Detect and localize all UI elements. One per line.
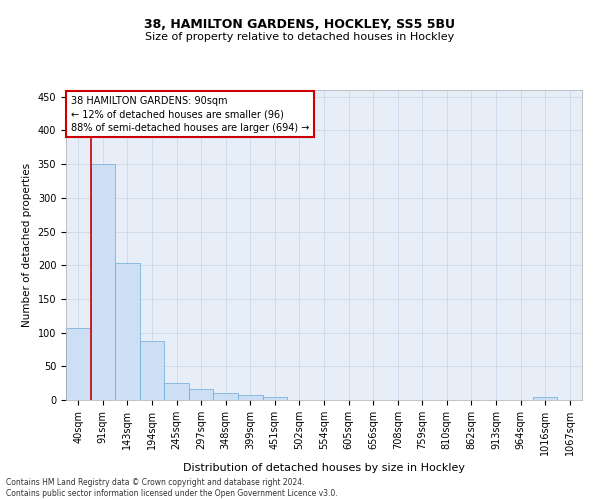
Bar <box>91 164 115 400</box>
Bar <box>533 396 557 400</box>
Bar <box>140 340 164 400</box>
Bar <box>189 388 214 400</box>
Text: Contains HM Land Registry data © Crown copyright and database right 2024.
Contai: Contains HM Land Registry data © Crown c… <box>6 478 338 498</box>
Y-axis label: Number of detached properties: Number of detached properties <box>22 163 32 327</box>
Bar <box>115 262 140 400</box>
Text: 38 HAMILTON GARDENS: 90sqm
← 12% of detached houses are smaller (96)
88% of semi: 38 HAMILTON GARDENS: 90sqm ← 12% of deta… <box>71 96 310 132</box>
X-axis label: Distribution of detached houses by size in Hockley: Distribution of detached houses by size … <box>183 464 465 473</box>
Bar <box>214 394 238 400</box>
Bar <box>66 328 91 400</box>
Bar <box>164 383 189 400</box>
Text: 38, HAMILTON GARDENS, HOCKLEY, SS5 5BU: 38, HAMILTON GARDENS, HOCKLEY, SS5 5BU <box>145 18 455 30</box>
Text: Size of property relative to detached houses in Hockley: Size of property relative to detached ho… <box>145 32 455 42</box>
Bar <box>263 396 287 400</box>
Bar <box>238 396 263 400</box>
